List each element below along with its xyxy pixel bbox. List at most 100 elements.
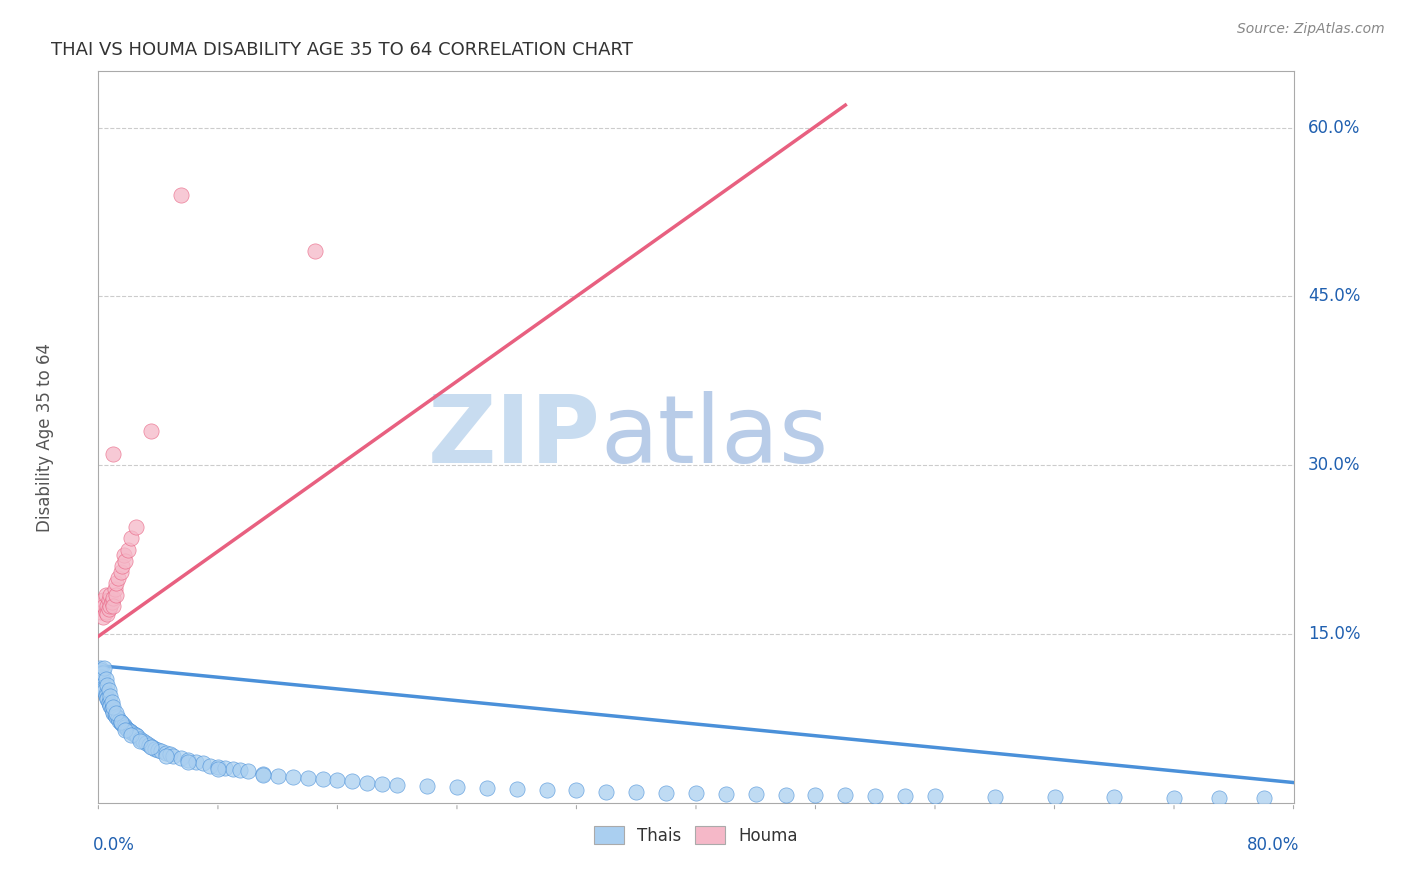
Point	[1208, 791, 1230, 805]
Point	[141, 739, 163, 754]
Text: 80.0%: 80.0%	[1247, 836, 1299, 854]
Point	[115, 722, 138, 736]
Point	[103, 447, 125, 461]
Point	[97, 696, 120, 710]
Point	[169, 751, 191, 765]
Point	[148, 743, 170, 757]
Point	[111, 559, 134, 574]
Text: THAI VS HOUMA DISABILITY AGE 35 TO 64 CORRELATION CHART: THAI VS HOUMA DISABILITY AGE 35 TO 64 CO…	[51, 41, 633, 59]
Point	[252, 767, 274, 781]
Point	[105, 709, 128, 723]
Point	[96, 599, 118, 613]
Text: Disability Age 35 to 64: Disability Age 35 to 64	[35, 343, 53, 532]
Point	[103, 705, 125, 719]
Point	[103, 706, 125, 720]
Point	[97, 694, 120, 708]
Point	[103, 599, 125, 613]
Point	[125, 728, 148, 742]
Point	[281, 770, 304, 784]
Point	[139, 425, 162, 439]
Point	[124, 727, 146, 741]
Point	[90, 666, 112, 681]
Point	[150, 744, 173, 758]
Point	[267, 769, 290, 783]
Point	[155, 748, 177, 763]
Point	[91, 678, 114, 692]
Point	[924, 789, 946, 803]
Point	[214, 761, 236, 775]
Point	[311, 772, 333, 787]
Point	[162, 748, 184, 763]
Text: 15.0%: 15.0%	[1308, 625, 1361, 643]
Text: 30.0%: 30.0%	[1308, 456, 1361, 475]
Point	[93, 680, 115, 694]
Point	[94, 605, 117, 619]
Point	[177, 756, 200, 770]
Point	[118, 723, 141, 738]
Point	[236, 764, 259, 779]
Point	[110, 565, 132, 579]
Point	[96, 607, 118, 621]
Point	[98, 588, 122, 602]
Point	[143, 741, 166, 756]
Point	[184, 756, 207, 770]
Point	[108, 714, 131, 728]
Point	[120, 725, 142, 739]
Point	[110, 714, 132, 729]
Point	[342, 774, 364, 789]
Point	[132, 734, 155, 748]
Text: 60.0%: 60.0%	[1308, 119, 1360, 136]
Point	[385, 778, 409, 792]
Point	[97, 683, 120, 698]
Point	[120, 532, 142, 546]
Point	[804, 788, 827, 802]
Point	[93, 599, 115, 613]
Point	[200, 758, 222, 772]
Point	[177, 753, 200, 767]
Point	[129, 731, 152, 746]
Point	[304, 244, 326, 259]
Point	[96, 678, 118, 692]
Point	[89, 663, 111, 677]
Point	[685, 786, 707, 800]
Point	[446, 780, 468, 794]
Point	[98, 599, 122, 613]
Point	[111, 717, 134, 731]
Point	[114, 723, 136, 737]
Point	[714, 787, 737, 801]
Point	[297, 771, 319, 785]
Point	[91, 672, 114, 686]
Point	[229, 763, 252, 777]
Point	[894, 789, 917, 803]
Point	[117, 723, 139, 737]
Point	[135, 736, 157, 750]
Point	[114, 720, 136, 734]
Point	[89, 599, 111, 613]
Point	[1163, 791, 1185, 805]
Point	[97, 593, 120, 607]
Point	[93, 661, 115, 675]
Point	[865, 789, 887, 803]
Text: 0.0%: 0.0%	[93, 836, 135, 854]
Point	[120, 728, 142, 742]
Point	[125, 520, 148, 534]
Point	[105, 706, 128, 720]
Text: atlas: atlas	[600, 391, 828, 483]
Point	[107, 711, 129, 725]
Text: Source: ZipAtlas.com: Source: ZipAtlas.com	[1237, 22, 1385, 37]
Point	[207, 762, 229, 776]
Point	[1253, 791, 1275, 805]
Point	[105, 576, 128, 591]
Point	[1043, 790, 1066, 805]
Point	[626, 784, 648, 798]
Point	[103, 591, 125, 605]
Point	[356, 775, 378, 789]
Point	[94, 588, 117, 602]
Text: 45.0%: 45.0%	[1308, 287, 1360, 305]
Point	[112, 718, 135, 732]
Point	[91, 666, 114, 681]
Point	[159, 747, 181, 762]
Point	[138, 739, 160, 753]
Point	[117, 542, 139, 557]
Point	[326, 773, 349, 788]
